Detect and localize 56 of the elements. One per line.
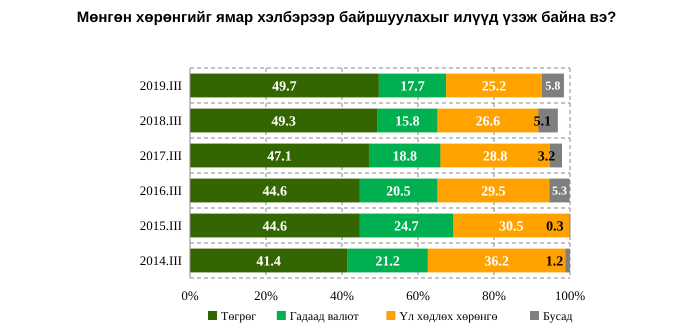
data-label: 30.5	[499, 219, 524, 234]
data-label: 44.6	[262, 184, 287, 200]
bar	[347, 248, 428, 272]
data-label: 15.8	[395, 114, 420, 130]
data-label: 28.8	[482, 149, 508, 164]
legend-label: Төгрөг	[221, 309, 256, 323]
bar	[359, 214, 454, 238]
data-label: 49.3	[271, 114, 296, 130]
data-label: 17.7	[400, 79, 425, 94]
data-label: 36.2	[484, 254, 509, 270]
data-label: 25.2	[482, 79, 506, 94]
bar	[190, 108, 378, 132]
bar	[446, 74, 542, 98]
bar	[368, 144, 440, 168]
data-label: 29.5	[481, 184, 506, 200]
data-label: 21.2	[375, 254, 400, 270]
x-tick-label: 80%	[482, 288, 506, 303]
y-tick-label: 2015.III	[140, 218, 182, 234]
bar	[190, 248, 348, 272]
data-label: 5.3	[552, 184, 568, 198]
data-label: 47.1	[267, 149, 292, 164]
bar	[190, 178, 360, 202]
data-label: 1.2	[546, 254, 564, 270]
bar	[190, 74, 379, 98]
x-tick-label: 40%	[330, 288, 354, 303]
bar	[378, 74, 446, 98]
bar	[428, 248, 566, 272]
bar	[190, 144, 369, 168]
data-label: 41.4	[256, 254, 281, 270]
y-tick-label: 2019.III	[140, 78, 182, 94]
bar	[437, 178, 550, 202]
data-label: 44.6	[262, 219, 287, 234]
legend-label: Бусад	[543, 309, 572, 323]
legend-label: Гадаад валют	[290, 309, 360, 323]
bar	[190, 214, 360, 238]
data-label: 18.8	[392, 149, 417, 164]
data-label: 0.3	[546, 219, 564, 234]
y-tick-label: 2016.III	[140, 183, 182, 198]
data-label: 49.7	[272, 79, 297, 94]
y-tick-label: 2017.III	[140, 148, 182, 164]
y-tick-label: 2018.III	[140, 113, 182, 128]
y-tick-label: 2014.III	[140, 253, 182, 268]
bar	[453, 214, 570, 238]
data-label: 24.7	[394, 219, 419, 234]
data-label: 20.5	[386, 184, 411, 200]
data-label: 3.2	[538, 149, 556, 164]
legend-label: Үл хөдлөх хөрөнгө	[399, 309, 498, 323]
x-tick-label: 20%	[254, 288, 278, 303]
data-label: 5.8	[545, 78, 560, 93]
chart-title: Мөнгөн хөрөнгийг ямар хэлбэрээр байршуулахыг илүүд үзэж байна вэ?	[76, 9, 616, 26]
bar	[359, 178, 438, 202]
x-tick-label: 100%	[554, 288, 586, 303]
x-tick-label: 0%	[181, 288, 199, 303]
bar	[377, 108, 438, 132]
data-label: 26.6	[476, 114, 500, 130]
x-tick-label: 60%	[406, 288, 430, 303]
